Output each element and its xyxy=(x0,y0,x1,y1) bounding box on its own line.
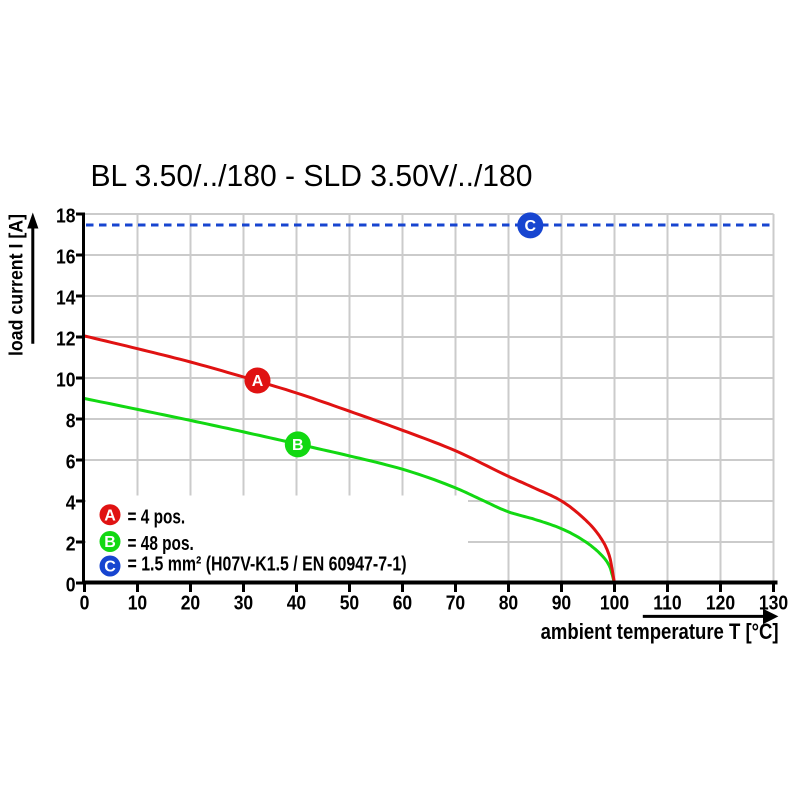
svg-text:A: A xyxy=(104,507,116,524)
svg-text:B: B xyxy=(104,534,116,551)
svg-text:30: 30 xyxy=(234,592,254,614)
svg-text:8: 8 xyxy=(66,411,76,433)
svg-text:120: 120 xyxy=(706,592,735,614)
svg-text:2: 2 xyxy=(66,534,76,556)
svg-text:70: 70 xyxy=(446,592,466,614)
svg-text:load current I [A]: load current I [A] xyxy=(6,214,27,356)
svg-text:100: 100 xyxy=(600,592,629,614)
svg-text:= 4 pos.: = 4 pos. xyxy=(128,507,186,529)
svg-text:110: 110 xyxy=(653,592,681,614)
svg-text:6: 6 xyxy=(66,452,76,474)
svg-text:16: 16 xyxy=(56,247,76,269)
svg-text:50: 50 xyxy=(340,592,360,614)
svg-text:ambient temperature T [°C]: ambient temperature T [°C] xyxy=(541,619,779,644)
svg-text:= 48 pos.: = 48 pos. xyxy=(128,533,194,555)
svg-text:0: 0 xyxy=(80,592,90,614)
svg-text:60: 60 xyxy=(393,592,413,614)
svg-text:40: 40 xyxy=(287,592,307,614)
svg-text:BL 3.50/../180 - SLD 3.50V/../: BL 3.50/../180 - SLD 3.50V/../180 xyxy=(91,159,533,193)
svg-text:0: 0 xyxy=(66,575,76,597)
svg-text:B: B xyxy=(292,437,304,454)
svg-text:C: C xyxy=(525,218,537,235)
svg-text:10: 10 xyxy=(128,592,148,614)
svg-text:12: 12 xyxy=(56,329,76,351)
svg-text:14: 14 xyxy=(56,288,76,310)
svg-text:4: 4 xyxy=(66,493,76,515)
svg-text:20: 20 xyxy=(181,592,201,614)
svg-text:130: 130 xyxy=(759,592,788,614)
svg-text:80: 80 xyxy=(499,592,519,614)
svg-text:90: 90 xyxy=(552,592,572,614)
svg-text:10: 10 xyxy=(56,370,76,392)
svg-text:= 1.5 mm² (H07V-K1.5 / EN 6094: = 1.5 mm² (H07V-K1.5 / EN 60947-7-1) xyxy=(128,554,407,576)
svg-text:A: A xyxy=(252,373,264,390)
svg-text:18: 18 xyxy=(56,206,76,228)
svg-text:C: C xyxy=(104,559,116,576)
